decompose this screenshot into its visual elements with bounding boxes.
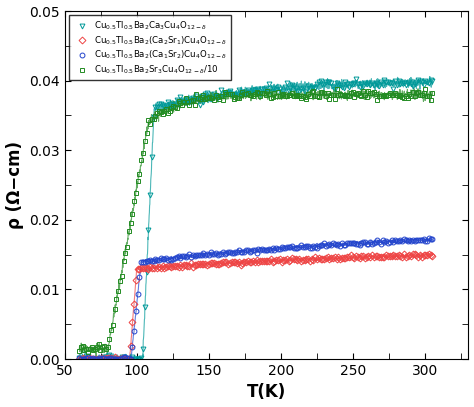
Cu$_{0.5}$Tl$_{0.5}$Ba$_2$(Ca$_1$Sr$_2$)Cu$_4$O$_{12-\delta}$ <box>172 255 178 260</box>
Cu$_{0.5}$Tl$_{0.5}$Ba$_2$Sr$_3$Cu$_4$O$_{12-\delta}$/10 <box>429 91 435 96</box>
Cu$_{0.5}$Tl$_{0.5}$Ba$_2$(Ca$_1$Sr$_2$)Cu$_4$O$_{12-\delta}$ <box>100 356 105 361</box>
Cu$_{0.5}$Tl$_{0.5}$Ba$_2$Ca$_3$Cu$_4$O$_{12-\delta}$ <box>353 77 359 82</box>
Cu$_{0.5}$Tl$_{0.5}$Ba$_2$(Ca$_1$Sr$_2$)Cu$_4$O$_{12-\delta}$ <box>426 236 432 241</box>
Line: Cu$_{0.5}$Tl$_{0.5}$Ba$_2$Ca$_3$Cu$_4$O$_{12-\delta}$: Cu$_{0.5}$Tl$_{0.5}$Ba$_2$Ca$_3$Cu$_4$O$… <box>77 77 435 361</box>
Cu$_{0.5}$Tl$_{0.5}$Ba$_2$(Ca$_1$Sr$_2$)Cu$_4$O$_{12-\delta}$ <box>80 357 85 361</box>
Cu$_{0.5}$Tl$_{0.5}$Ba$_2$Sr$_3$Cu$_4$O$_{12-\delta}$/10 <box>144 131 149 136</box>
Cu$_{0.5}$Tl$_{0.5}$Ba$_2$Ca$_3$Cu$_4$O$_{12-\delta}$ <box>100 355 105 360</box>
Cu$_{0.5}$Tl$_{0.5}$Ba$_2$Ca$_3$Cu$_4$O$_{12-\delta}$ <box>144 269 149 274</box>
Line: Cu$_{0.5}$Tl$_{0.5}$Ba$_2$Sr$_3$Cu$_4$O$_{12-\delta}$/10: Cu$_{0.5}$Tl$_{0.5}$Ba$_2$Sr$_3$Cu$_4$O$… <box>77 87 435 354</box>
Cu$_{0.5}$Tl$_{0.5}$Ba$_2$(Ca$_2$Sr$_1$)Cu$_4$O$_{12-\delta}$ <box>412 252 418 256</box>
Cu$_{0.5}$Tl$_{0.5}$Ba$_2$Sr$_3$Cu$_4$O$_{12-\delta}$/10 <box>172 105 178 109</box>
Cu$_{0.5}$Tl$_{0.5}$Ba$_2$(Ca$_2$Sr$_1$)Cu$_4$O$_{12-\delta}$ <box>142 266 148 271</box>
Cu$_{0.5}$Tl$_{0.5}$Ba$_2$(Ca$_2$Sr$_1$)Cu$_4$O$_{12-\delta}$ <box>414 253 419 258</box>
Cu$_{0.5}$Tl$_{0.5}$Ba$_2$(Ca$_1$Sr$_2$)Cu$_4$O$_{12-\delta}$ <box>92 357 98 361</box>
X-axis label: T(K): T(K) <box>247 383 286 401</box>
Cu$_{0.5}$Tl$_{0.5}$Ba$_2$(Ca$_2$Sr$_1$)Cu$_4$O$_{12-\delta}$ <box>400 254 405 259</box>
Line: Cu$_{0.5}$Tl$_{0.5}$Ba$_2$(Ca$_1$Sr$_2$)Cu$_4$O$_{12-\delta}$: Cu$_{0.5}$Tl$_{0.5}$Ba$_2$(Ca$_1$Sr$_2$)… <box>77 236 435 361</box>
Cu$_{0.5}$Tl$_{0.5}$Ba$_2$(Ca$_2$Sr$_1$)Cu$_4$O$_{12-\delta}$ <box>76 357 82 361</box>
Cu$_{0.5}$Tl$_{0.5}$Ba$_2$Ca$_3$Cu$_4$O$_{12-\delta}$ <box>78 357 84 361</box>
Cu$_{0.5}$Tl$_{0.5}$Ba$_2$Sr$_3$Cu$_4$O$_{12-\delta}$/10 <box>422 87 428 92</box>
Cu$_{0.5}$Tl$_{0.5}$Ba$_2$(Ca$_2$Sr$_1$)Cu$_4$O$_{12-\delta}$ <box>98 356 103 361</box>
Cu$_{0.5}$Tl$_{0.5}$Ba$_2$(Ca$_1$Sr$_2$)Cu$_4$O$_{12-\delta}$ <box>401 236 407 241</box>
Cu$_{0.5}$Tl$_{0.5}$Ba$_2$Sr$_3$Cu$_4$O$_{12-\delta}$/10 <box>100 345 105 350</box>
Cu$_{0.5}$Tl$_{0.5}$Ba$_2$Ca$_3$Cu$_4$O$_{12-\delta}$ <box>415 78 421 83</box>
Cu$_{0.5}$Tl$_{0.5}$Ba$_2$(Ca$_2$Sr$_1$)Cu$_4$O$_{12-\delta}$ <box>170 263 176 268</box>
Legend: Cu$_{0.5}$Tl$_{0.5}$Ba$_2$Ca$_3$Cu$_4$O$_{12-\delta}$, Cu$_{0.5}$Tl$_{0.5}$Ba$_2: Cu$_{0.5}$Tl$_{0.5}$Ba$_2$Ca$_3$Cu$_4$O$… <box>69 15 231 81</box>
Cu$_{0.5}$Tl$_{0.5}$Ba$_2$Sr$_3$Cu$_4$O$_{12-\delta}$/10 <box>401 95 407 100</box>
Cu$_{0.5}$Tl$_{0.5}$Ba$_2$Ca$_3$Cu$_4$O$_{12-\delta}$ <box>429 79 435 83</box>
Cu$_{0.5}$Tl$_{0.5}$Ba$_2$Ca$_3$Cu$_4$O$_{12-\delta}$ <box>172 102 178 107</box>
Cu$_{0.5}$Tl$_{0.5}$Ba$_2$(Ca$_1$Sr$_2$)Cu$_4$O$_{12-\delta}$ <box>144 258 149 263</box>
Line: Cu$_{0.5}$Tl$_{0.5}$Ba$_2$(Ca$_2$Sr$_1$)Cu$_4$O$_{12-\delta}$: Cu$_{0.5}$Tl$_{0.5}$Ba$_2$(Ca$_2$Sr$_1$)… <box>77 252 435 361</box>
Cu$_{0.5}$Tl$_{0.5}$Ba$_2$Sr$_3$Cu$_4$O$_{12-\delta}$/10 <box>85 350 91 354</box>
Y-axis label: ρ (Ω−cm): ρ (Ω−cm) <box>6 141 24 229</box>
Cu$_{0.5}$Tl$_{0.5}$Ba$_2$(Ca$_1$Sr$_2$)Cu$_4$O$_{12-\delta}$ <box>76 355 82 360</box>
Cu$_{0.5}$Tl$_{0.5}$Ba$_2$(Ca$_2$Sr$_1$)Cu$_4$O$_{12-\delta}$ <box>429 254 435 258</box>
Cu$_{0.5}$Tl$_{0.5}$Ba$_2$(Ca$_2$Sr$_1$)Cu$_4$O$_{12-\delta}$ <box>91 356 96 361</box>
Cu$_{0.5}$Tl$_{0.5}$Ba$_2$Ca$_3$Cu$_4$O$_{12-\delta}$ <box>76 356 82 361</box>
Cu$_{0.5}$Tl$_{0.5}$Ba$_2$Ca$_3$Cu$_4$O$_{12-\delta}$ <box>92 357 98 361</box>
Cu$_{0.5}$Tl$_{0.5}$Ba$_2$(Ca$_1$Sr$_2$)Cu$_4$O$_{12-\delta}$ <box>414 238 419 243</box>
Cu$_{0.5}$Tl$_{0.5}$Ba$_2$(Ca$_1$Sr$_2$)Cu$_4$O$_{12-\delta}$ <box>429 236 435 241</box>
Cu$_{0.5}$Tl$_{0.5}$Ba$_2$Ca$_3$Cu$_4$O$_{12-\delta}$ <box>403 83 409 88</box>
Cu$_{0.5}$Tl$_{0.5}$Ba$_2$Sr$_3$Cu$_4$O$_{12-\delta}$/10 <box>92 347 98 352</box>
Cu$_{0.5}$Tl$_{0.5}$Ba$_2$Sr$_3$Cu$_4$O$_{12-\delta}$/10 <box>76 348 82 353</box>
Cu$_{0.5}$Tl$_{0.5}$Ba$_2$Sr$_3$Cu$_4$O$_{12-\delta}$/10 <box>414 90 419 95</box>
